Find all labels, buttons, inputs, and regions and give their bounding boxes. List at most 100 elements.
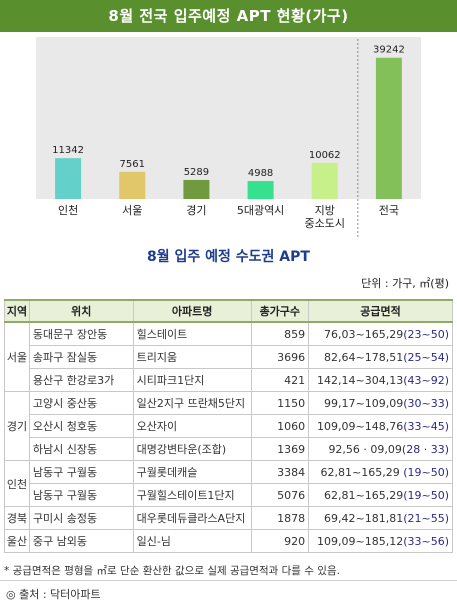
table-row: 서울 동대문구 장안동 힐스테이트 859 76,03~165,29(23~50) (4, 321, 453, 392)
total-units-cell: 1150 (250, 391, 310, 415)
location-cell: 오산시 청호동 (28, 414, 134, 438)
area-pyeong: (33~45) (403, 419, 449, 433)
apt-name-cell: 구월힐스테이트1단지 (132, 483, 252, 507)
table-row: 송파구 잠실동 트리지움 3696 82,64~178,51(25~54) (5, 345, 453, 369)
bar-4 (311, 162, 338, 199)
area-sqm: 99,17~109,09 (324, 396, 404, 410)
bar-2 (183, 179, 210, 199)
value-label: 7561 (120, 159, 145, 170)
apt-name-cell: 오산자이 (132, 414, 252, 438)
category-label: 서울 (122, 204, 142, 217)
supply-area-cell: 92,56 · 09,09(28 · 33) (308, 437, 453, 461)
supply-area-cell: 62,81~165,29 (19~50) (308, 460, 453, 484)
total-units-cell: 3384 (250, 460, 310, 484)
value-label: 4988 (248, 168, 273, 179)
header-region: 지역 (4, 299, 30, 323)
bar-chart: 11342 인천 7561 서울 5289 경기 4988 5대광역시 10062 지방 중소도시 3… (0, 32, 457, 240)
apt-name-cell: 일산2지구 뜨란채5단지 (132, 391, 252, 415)
area-sqm: 92,56 · 09,09 (328, 442, 402, 456)
location-cell: 구미시 송정동 (28, 506, 134, 530)
header-supply-area: 공급면적 (308, 299, 453, 323)
area-sqm: 109,09~185,12 (317, 534, 404, 548)
value-label: 39242 (373, 45, 405, 56)
divider (0, 580, 457, 581)
location-cell: 용산구 한강로3가 (28, 368, 134, 392)
unit-label: 단위 : 가구, ㎡(평) (361, 277, 449, 290)
table-header-row: 지역 위치 아파트명 총가구수 공급면적 (4, 299, 453, 323)
total-units-cell: 5076 (250, 483, 310, 507)
area-pyeong: (30~33) (403, 396, 449, 410)
header-total-units: 총가구수 (250, 299, 310, 323)
bar-5 (375, 57, 402, 200)
category-label: 5대광역시 (237, 204, 284, 217)
area-sqm: 109,09~148,76 (317, 419, 404, 433)
table-row: 남동구 구월동 구월힐스테이트1단지 5076 62,81~165,29(19~50) (5, 483, 453, 507)
location-cell: 남동구 구월동 (28, 460, 134, 484)
region-cell: 울산 (4, 529, 30, 553)
region-cell: 경기 (4, 391, 30, 461)
location-cell: 동대문구 장안동 (28, 321, 134, 346)
area-sqm: 82,64~178,51 (324, 350, 404, 364)
area-sqm: 62,81~165,29 (324, 488, 404, 502)
area-pyeong: (19~50) (399, 465, 449, 479)
supply-area-cell: 62,81~165,29(19~50) (308, 483, 453, 507)
apt-name-cell: 트리지움 (132, 345, 252, 369)
footnote: * 공급면적은 평형을 ㎡로 단순 환산한 값으로 실제 공급면적과 다를 수 … (4, 565, 340, 577)
supply-area-cell: 82,64~178,51(25~54) (308, 345, 453, 369)
table-row: 용산구 한강로3가 시티파크1단지 421 142,14~304,13(43~92) (5, 368, 453, 392)
area-sqm: 76,03~165,29 (324, 327, 404, 341)
header-location: 위치 (28, 299, 134, 323)
area-sqm: 62,81~165,29 (320, 465, 400, 479)
location-cell: 남동구 구월동 (28, 483, 134, 507)
region-cell: 경북 (4, 506, 30, 530)
total-units-cell: 859 (250, 321, 310, 346)
table-row: 인천 남동구 구월동 구월롯데캐슬 3384 62,81~165,29 (19~50) (4, 460, 453, 507)
table-row: 울산 중구 남외동 일신-님 920 109,09~185,12(33~56) (4, 529, 453, 553)
table-row: 경북 구미시 송정동 대우롯데듀클라스A단지 1878 69,42~181,81(21~… (4, 506, 453, 530)
table-row: 하남시 신장동 대명강변타운(조합) 1369 92,56 · 09,09(28 · … (5, 437, 453, 461)
supply-area-cell: 69,42~181,81(21~55) (308, 506, 453, 530)
total-units-cell: 920 (250, 529, 310, 553)
supply-area-cell: 76,03~165,29(23~50) (308, 321, 453, 346)
apt-name-cell: 시티파크1단지 (132, 368, 252, 392)
area-sqm: 69,42~181,81 (324, 511, 404, 525)
bar-1 (119, 171, 146, 199)
table-row: 경기 고양시 중산동 일산2지구 뜨란채5단지 1150 99,17~109,09(30… (4, 391, 453, 461)
category-label: 경기 (186, 204, 206, 217)
header-apt-name: 아파트명 (132, 299, 252, 323)
location-cell: 하남시 신장동 (28, 437, 134, 461)
total-units-cell: 1878 (250, 506, 310, 530)
area-sqm: 142,14~304,13 (317, 373, 404, 387)
category-label: 지방 (315, 204, 335, 217)
apt-name-cell: 대명강변타운(조합) (132, 437, 252, 461)
area-pyeong: (21~55) (403, 511, 449, 525)
bar-3 (247, 181, 274, 199)
category-label: 인천 (58, 203, 78, 217)
area-pyeong: (23~50) (403, 327, 449, 341)
region-cell: 인천 (4, 460, 30, 507)
total-units-cell: 1060 (250, 414, 310, 438)
bar-0 (55, 158, 82, 199)
location-cell: 중구 남외동 (28, 529, 134, 553)
supply-area-cell: 109,09~185,12(33~56) (308, 529, 453, 553)
region-cell: 서울 (4, 321, 30, 392)
table-row: 오산시 청호동 오산자이 1060 109,09~148,76(33~45) (5, 414, 453, 438)
supply-area-cell: 109,09~148,76(33~45) (308, 414, 453, 438)
area-pyeong: (33~56) (403, 534, 449, 548)
section-title: 8월 입주 예정 수도권 APT (147, 249, 310, 265)
source-note: ◎ 출처 : 닥터아파트 (6, 588, 101, 601)
apt-name-cell: 힐스테이트 (132, 321, 252, 346)
value-label: 11342 (52, 145, 84, 156)
category-label: 중소도시 (305, 217, 345, 230)
area-pyeong: (19~50) (403, 488, 449, 502)
total-units-cell: 1369 (250, 437, 310, 461)
plot-background (36, 37, 421, 199)
area-pyeong: (43~92) (403, 373, 449, 387)
chart-title: 8월 전국 입주예정 APT 현황(가구) (0, 0, 457, 32)
supply-area-cell: 142,14~304,13(43~92) (308, 368, 453, 392)
value-label: 10062 (309, 150, 341, 161)
apartment-table: 지역 위치 아파트명 총가구수 공급면적 서울 동대문구 장안동 힐스테이트 859 7… (4, 299, 453, 553)
apt-name-cell: 구월롯데캐슬 (132, 460, 252, 484)
apt-name-cell: 일신-님 (132, 529, 252, 553)
